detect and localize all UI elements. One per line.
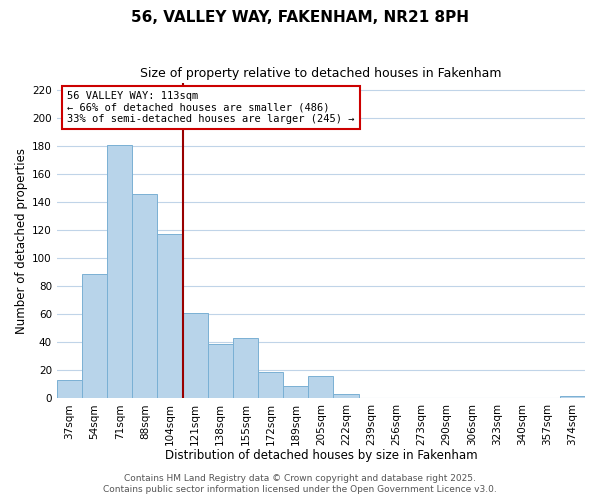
Bar [308,376,334,398]
Bar [233,338,258,398]
Bar [132,194,157,398]
Text: 56, VALLEY WAY, FAKENHAM, NR21 8PH: 56, VALLEY WAY, FAKENHAM, NR21 8PH [131,10,469,25]
X-axis label: Distribution of detached houses by size in Fakenham: Distribution of detached houses by size … [164,450,477,462]
Bar [560,396,585,398]
Bar [157,234,182,398]
Text: Contains HM Land Registry data © Crown copyright and database right 2025.
Contai: Contains HM Land Registry data © Crown c… [103,474,497,494]
Y-axis label: Number of detached properties: Number of detached properties [15,148,28,334]
Bar [57,380,82,398]
Bar [182,313,208,398]
Bar [107,144,132,398]
Bar [82,274,107,398]
Bar [258,372,283,398]
Title: Size of property relative to detached houses in Fakenham: Size of property relative to detached ho… [140,68,502,80]
Bar [208,344,233,398]
Text: 56 VALLEY WAY: 113sqm
← 66% of detached houses are smaller (486)
33% of semi-det: 56 VALLEY WAY: 113sqm ← 66% of detached … [67,91,355,124]
Bar [334,394,359,398]
Bar [283,386,308,398]
